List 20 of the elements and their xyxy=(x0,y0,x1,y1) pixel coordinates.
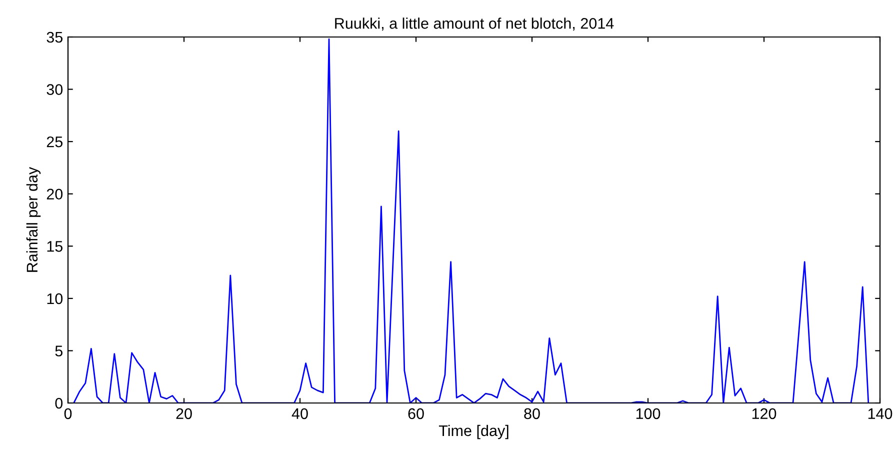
x-tick-label: 120 xyxy=(752,408,776,420)
y-tick-label: 35 xyxy=(46,32,62,43)
y-tick-label: 25 xyxy=(46,136,62,148)
x-tick-label: 20 xyxy=(176,408,192,420)
x-tick-label: 40 xyxy=(292,408,308,420)
y-tick-label: 30 xyxy=(46,84,63,95)
x-tick-label: 60 xyxy=(408,408,424,420)
y-tick-label: 5 xyxy=(55,346,62,356)
x-tick-label: 80 xyxy=(524,408,540,420)
y-tick-label: 15 xyxy=(47,241,62,252)
x-tick-label: 0 xyxy=(64,408,72,420)
x-tick-label: 100 xyxy=(636,408,660,420)
y-tick-label: 0 xyxy=(55,398,63,409)
x-tick-label: 140 xyxy=(868,408,892,420)
y-tick-label: 10 xyxy=(47,293,63,304)
chart-title: Ruukki, a little amount of net blotch, 2014 xyxy=(335,18,614,31)
line-series xyxy=(73,38,870,403)
y-axis-title: Rainfall per day xyxy=(26,166,41,272)
x-axis-title: Time [day] xyxy=(438,424,508,440)
y-tick-label: 20 xyxy=(46,188,63,200)
